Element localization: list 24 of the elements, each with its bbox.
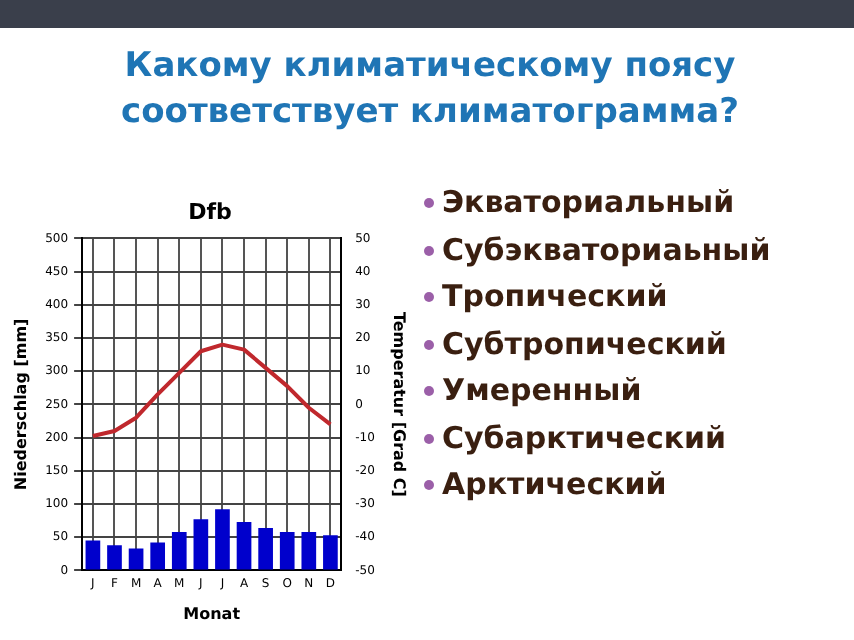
bar xyxy=(323,535,338,570)
bar xyxy=(301,531,317,570)
y-axis-title: Niederschlag [mm] xyxy=(11,318,30,491)
text: Какому климатическому поясу соответствует климатограмма? xyxy=(119,44,741,136)
text: Умеренный xyxy=(442,370,642,412)
text: Субтропический xyxy=(442,323,727,365)
bar xyxy=(128,548,144,570)
bar xyxy=(215,509,230,570)
text: Субарктический xyxy=(442,417,727,459)
bar xyxy=(279,531,295,570)
bar xyxy=(85,540,101,570)
bar xyxy=(193,519,209,570)
chart-title: Dfb xyxy=(188,198,233,225)
bar xyxy=(236,521,252,570)
bar xyxy=(258,527,273,570)
text: Тропический xyxy=(442,276,668,318)
x-axis-title: Monat xyxy=(183,604,241,623)
text: Арктический xyxy=(442,464,667,506)
bar xyxy=(107,545,122,570)
bar xyxy=(171,531,187,570)
y2-axis-title: Temperatur [Grad C] xyxy=(390,311,409,497)
bar xyxy=(150,542,166,570)
text: Экваториальный xyxy=(442,182,735,224)
text: Субэкваториаьный xyxy=(442,229,771,271)
